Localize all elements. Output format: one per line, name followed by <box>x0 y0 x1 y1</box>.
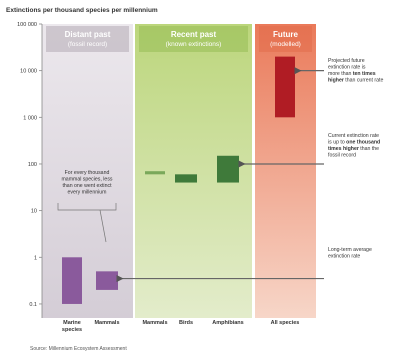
x-label: Mammals <box>142 320 167 326</box>
bar-marine-species-0 <box>62 257 82 304</box>
panel-header-recent <box>139 26 248 52</box>
bar-mammals-1 <box>96 271 118 290</box>
inner-annotation-pointer <box>99 209 107 243</box>
x-label: Marine species <box>62 320 82 333</box>
panel-subtitle-distant: (fossil record) <box>68 41 107 48</box>
panel-title-recent: Recent past <box>171 30 217 39</box>
y-tick-label: 1 000 <box>23 115 37 121</box>
x-label: Mammals <box>94 320 119 326</box>
y-tick-label: 10 <box>31 209 37 215</box>
x-label: All species <box>271 320 300 326</box>
bar-mammals-2 <box>145 171 165 175</box>
panels-layer: Distant past (fossil record) Recent past (k… <box>42 24 316 318</box>
bar-all-species-5 <box>275 56 295 118</box>
chart-title: Extinctions per thousand species per mil… <box>6 7 158 14</box>
bar-amphibians-4 <box>217 155 239 183</box>
longterm-annotation: Long-term average extinction rate <box>328 247 372 260</box>
current-annotation: Current extinction rate is up to one thou… <box>328 133 380 159</box>
annotations-layer: For every thousand mammal species, less th… <box>57 58 383 283</box>
y-tick-label: 0.1 <box>29 302 37 308</box>
y-tick-label: 1 <box>34 255 37 261</box>
x-label: Birds <box>179 320 193 326</box>
inner-annotation-bracket <box>57 203 117 211</box>
y-tick-label: 10 000 <box>20 69 37 75</box>
panel-subtitle-recent: (known extinctions) <box>166 41 222 48</box>
panel-title-distant: Distant past <box>65 30 111 39</box>
panel-subtitle-future: (modelled) <box>270 41 301 48</box>
panel-distant <box>42 24 133 318</box>
panel-title-future: Future <box>273 30 298 39</box>
y-tick-label: 100 000 <box>17 22 37 28</box>
chart-source: Source: Millennium Ecosystem Assessment <box>30 346 127 352</box>
y-tick-label: 100 <box>28 162 37 168</box>
panel-header-future <box>259 26 312 52</box>
x-axis-labels: Marine species Mammals Mammals Birds Amphibia… <box>62 320 299 333</box>
panel-header-distant <box>46 26 129 52</box>
x-label: Amphibians <box>212 320 243 326</box>
bars-layer <box>62 56 295 304</box>
inner-annotation: For every thousand mammal species, less th… <box>61 170 112 196</box>
y-axis: 100 000 10 000 1 000 100 10 1 0.1 <box>17 22 43 318</box>
future-annotation: Projected future extinction rate is more t… <box>328 58 383 84</box>
bar-birds-3 <box>175 174 197 183</box>
